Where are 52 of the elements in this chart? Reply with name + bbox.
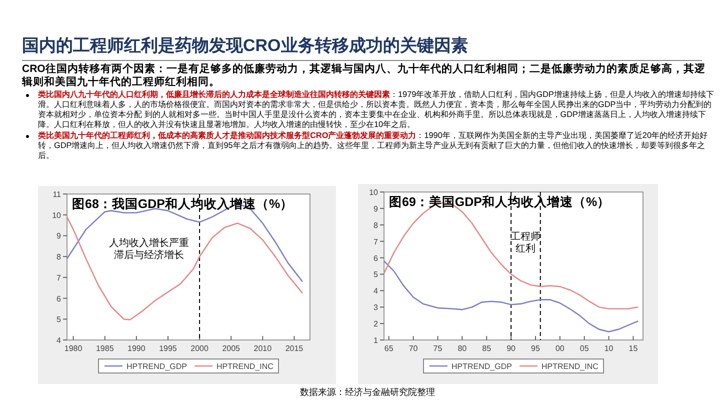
text: 国内的工程师红利是药物发现CRO业务转移成功的关键因素 — [22, 35, 468, 57]
y-tick-label: 8 — [56, 252, 62, 262]
x-tick-label: 90 — [506, 344, 516, 353]
y-tick-label: 7 — [374, 237, 379, 246]
x-tick-label: 10 — [604, 344, 614, 353]
chart-title: 图68：我国GDP和人均收入增速（%） — [72, 196, 294, 211]
y-tick-label: 9 — [56, 232, 62, 241]
x-tick-label: 00 — [555, 344, 565, 353]
y-tick-label: 4 — [374, 286, 379, 296]
y-tick-label: 8 — [374, 220, 379, 230]
legend-label: HPTREND_GDP — [452, 362, 512, 371]
y-tick-label: 11 — [52, 190, 62, 199]
y-tick-label: 6 — [374, 254, 379, 263]
text: 类比美国九十年代的工程师红利，低成本的高素质人才是推动国内技术服务型CRO产业蓬勃发展的重要动力：1990年，互联网作为美国全新的主导产业出现，美国萎靡了近20年的经济开始好转，GDP增速向上，但人均收入增速仍然下滑，直到95年之后才有微弱向上的趋势。这些年里，工程师为新主导产业从无到有贡献了巨大的力量，但他们收入的快速增长，却要等到很多年之后。 — [38, 131, 708, 160]
x-tick-label: 15 — [628, 344, 638, 353]
x-tick-label: 2010 — [254, 344, 272, 353]
y-tick-label: 4 — [56, 336, 62, 345]
x-tick-label: 2005 — [222, 344, 241, 353]
x-tick-label: 65 — [384, 344, 394, 353]
legend-label: HPTREND_INC — [216, 362, 274, 371]
x-tick-label: 70 — [408, 344, 418, 353]
line-series — [383, 260, 639, 332]
x-tick-label: 1995 — [159, 344, 178, 353]
y-tick-label: 7 — [56, 273, 62, 282]
y-tick-label: 5 — [374, 270, 379, 280]
annotation: 人均收入增长严重滞后与经济增长 — [109, 237, 190, 262]
x-tick-label: 1980 — [64, 344, 83, 353]
annotation: 工程师红利 — [510, 232, 541, 255]
legend-label: HPTREND_INC — [542, 362, 599, 371]
x-tick-label: 05 — [580, 344, 590, 353]
y-tick-label: 9 — [374, 204, 379, 214]
chart-title: 图69：美国GDP和人均收入增速（%） — [389, 194, 610, 209]
x-tick-label: 75 — [433, 344, 443, 353]
y-tick-label: 6 — [56, 294, 62, 304]
text: 类比国内八九十年代的人口红利期，低廉且增长滞后的人力成本是全球制造业往国内转移的关键因素：1979年改革开放，借助人口红利，国内GDP增速持续上扬，但是人均收入的增速却持续下滑。人口红利意味着人多，人的市场价格很便宜。而国内对资本的需求非常大，但是供给少，所以资本贵。既然人力便宜，资本贵，那么每年全国人民挣出来的GDP当中，平均劳动力分配到的资本就相对少，单位资本分配 到的人就相对多一些。当时中国人手里是没什么资本的，资本主要集中在企业、机构和外商手里。所以总体表现就是，GDP增速蒸蒸日上，人均收入增速持续下降。人口红利在释放，但人的收入并没有快速且显著地增加。人均收入增速的由慢转快，至少在10年之后。 — [38, 90, 714, 129]
y-tick-label: 3 — [374, 303, 379, 312]
x-tick-label: 80 — [458, 344, 468, 353]
y-tick-label: 10 — [369, 188, 379, 197]
x-tick-label: 85 — [482, 344, 492, 353]
y-tick-label: 5 — [56, 315, 62, 324]
line-series — [66, 216, 304, 320]
x-tick-label: 2015 — [285, 344, 304, 353]
legend-label: HPTREND_GDP — [126, 362, 187, 371]
x-tick-label: 2000 — [190, 344, 209, 353]
text: CRO往国内转移有两个因素：一是有足够多的低廉劳动力，其逻辑与国内八、九十年代的人口红利相同；二是低廉劳动力的素质足够高，其逻辑则和美国九十年代的工程师红利相同。 — [22, 63, 706, 88]
y-tick-label: 10 — [52, 210, 62, 220]
source-note: 数据来源：经济与金融研究院整理 — [300, 386, 435, 399]
y-tick-label: 2 — [374, 320, 379, 329]
x-tick-label: 1990 — [128, 344, 146, 353]
x-tick-label: 1985 — [96, 344, 114, 353]
x-tick-label: 95 — [531, 344, 540, 353]
y-tick-label: 1 — [374, 336, 379, 345]
